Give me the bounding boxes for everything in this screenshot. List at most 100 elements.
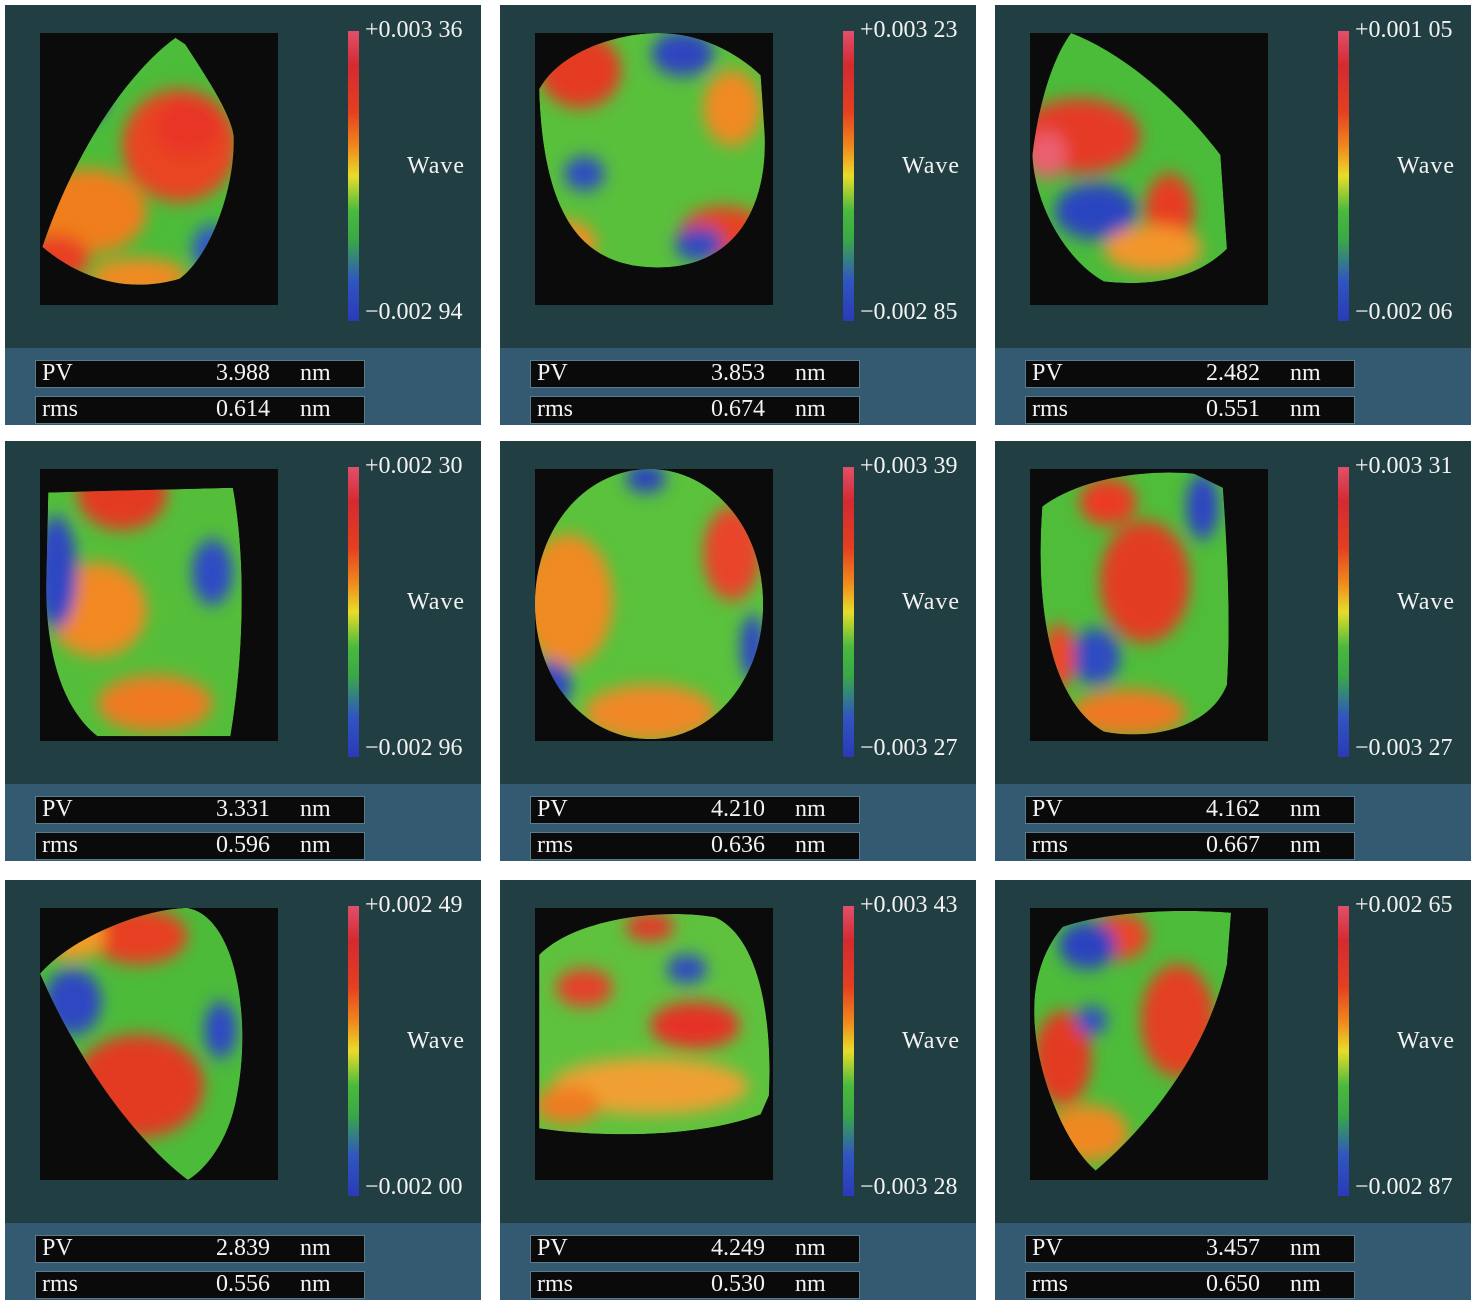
wavefront-map [1030,33,1268,305]
stats-area: PV 2.482 nm rms 0.551 nm [995,348,1471,425]
wavefront-map [40,908,278,1180]
stat-unit: nm [1290,360,1321,386]
stat-label: PV [537,1235,568,1261]
surface-region [740,614,764,681]
wavefront-surface [42,37,234,285]
wavefront-panel: +0.003 43 −0.003 28 Wave PV 4.249 nm rms 0.530 n… [500,880,976,1300]
stat-label: rms [1032,396,1068,422]
wavefront-panel: +0.002 65 −0.002 87 Wave PV 3.457 nm rms 0.650 n… [995,880,1471,1300]
colorbar-axis-label: Wave [407,153,466,179]
stat-label: rms [537,396,573,422]
stat-label: rms [1032,1271,1068,1297]
stat-label: PV [42,1235,73,1261]
surface-region [563,156,605,191]
wavefront-panel: +0.003 23 −0.002 85 Wave PV 3.853 nm rms 0.674 n… [500,5,976,425]
wavefront-map [535,908,773,1180]
surface-region [191,225,233,273]
stat-value: 4.162 [1206,796,1260,822]
surface-region [1042,623,1076,690]
stat-unit: nm [795,796,826,822]
stat-label: rms [42,396,78,422]
stat-label: PV [537,360,568,386]
colorbar [1338,31,1349,321]
colorbar-min-label: −0.002 00 [365,1174,463,1200]
stat-unit: nm [300,832,331,858]
stat-label: PV [1032,796,1063,822]
stat-unit: nm [1290,396,1321,422]
surface-region [1103,225,1203,273]
pv-row: PV 3.331 nm [35,796,365,824]
colorbar-max-label: +0.001 05 [1355,17,1453,43]
pv-row: PV 4.210 nm [530,796,860,824]
stat-unit: nm [300,396,331,422]
colorbar-min-label: −0.002 85 [860,299,958,325]
surface-region [535,534,613,666]
colorbar [843,31,854,321]
colorbar-max-label: +0.002 30 [365,453,463,479]
surface-region [703,506,761,601]
colorbar-max-label: +0.003 39 [860,453,958,479]
surface-region [666,954,708,984]
colorbar-min-label: −0.002 94 [365,299,463,325]
colorbar-min-label: −0.002 96 [365,735,463,761]
stat-unit: nm [795,1235,826,1261]
pv-row: PV 4.249 nm [530,1235,860,1263]
surface-region [1079,478,1137,526]
stat-value: 3.988 [216,360,270,386]
wavefront-panel: +0.001 05 −0.002 06 Wave PV 2.482 nm rms 0.551 n… [995,5,1471,425]
surface-region [1071,628,1121,685]
surface-region [1075,1006,1108,1035]
stat-unit: nm [795,396,826,422]
pv-row: PV 3.457 nm [1025,1235,1355,1263]
stats-area: PV 3.331 nm rms 0.596 nm [5,784,481,861]
colorbar [1338,906,1349,1196]
wavefront-surface [40,908,243,1180]
colorbar-min-label: −0.002 06 [1355,299,1453,325]
stat-unit: nm [795,1271,826,1297]
colorbar-axis-label: Wave [407,589,466,615]
stat-value: 4.249 [711,1235,765,1261]
stats-area: PV 4.249 nm rms 0.530 nm [500,1223,976,1300]
wavefront-surface [539,33,765,268]
colorbar [348,906,359,1196]
colorbar-min-label: −0.003 27 [860,735,958,761]
stat-unit: nm [300,796,331,822]
stat-value: 2.482 [1206,360,1260,386]
surface-region [551,1058,749,1115]
wavefront-panel: +0.002 30 −0.002 96 Wave PV 3.331 nm rms 0.596 n… [5,441,481,861]
stat-unit: nm [1290,1235,1321,1261]
wavefront-surface [1034,910,1232,1171]
surface-region [703,70,761,146]
wavefront-surface [46,487,242,737]
stat-unit: nm [300,1271,331,1297]
surface-region [54,76,108,122]
surface-region [674,227,724,261]
rms-row: rms 0.674 nm [530,396,860,424]
stat-value: 3.331 [216,796,270,822]
stats-area: PV 4.210 nm rms 0.636 nm [500,784,976,861]
stat-label: rms [1032,832,1068,858]
surface-region [76,487,168,530]
surface-region [1058,922,1117,969]
surface-region [46,515,77,629]
surface-region [44,968,102,1035]
stats-area: PV 3.457 nm rms 0.650 nm [995,1223,1471,1300]
stat-unit: nm [1290,832,1321,858]
colorbar [843,906,854,1196]
rms-row: rms 0.551 nm [1025,396,1355,424]
pv-row: PV 3.853 nm [530,360,860,388]
stat-value: 0.551 [1206,396,1260,422]
stat-value: 0.636 [711,832,765,858]
stat-label: rms [537,832,573,858]
surface-region [204,1001,237,1059]
stats-area: PV 3.988 nm rms 0.614 nm [5,348,481,425]
stat-unit: nm [300,360,331,386]
rms-row: rms 0.650 nm [1025,1271,1355,1299]
stat-unit: nm [795,832,826,858]
surface-region [89,258,188,285]
colorbar-max-label: +0.003 23 [860,17,958,43]
stat-value: 0.530 [711,1271,765,1297]
surface-region [40,912,106,960]
colorbar-max-label: +0.002 49 [365,892,463,918]
colorbar-axis-label: Wave [902,153,961,179]
